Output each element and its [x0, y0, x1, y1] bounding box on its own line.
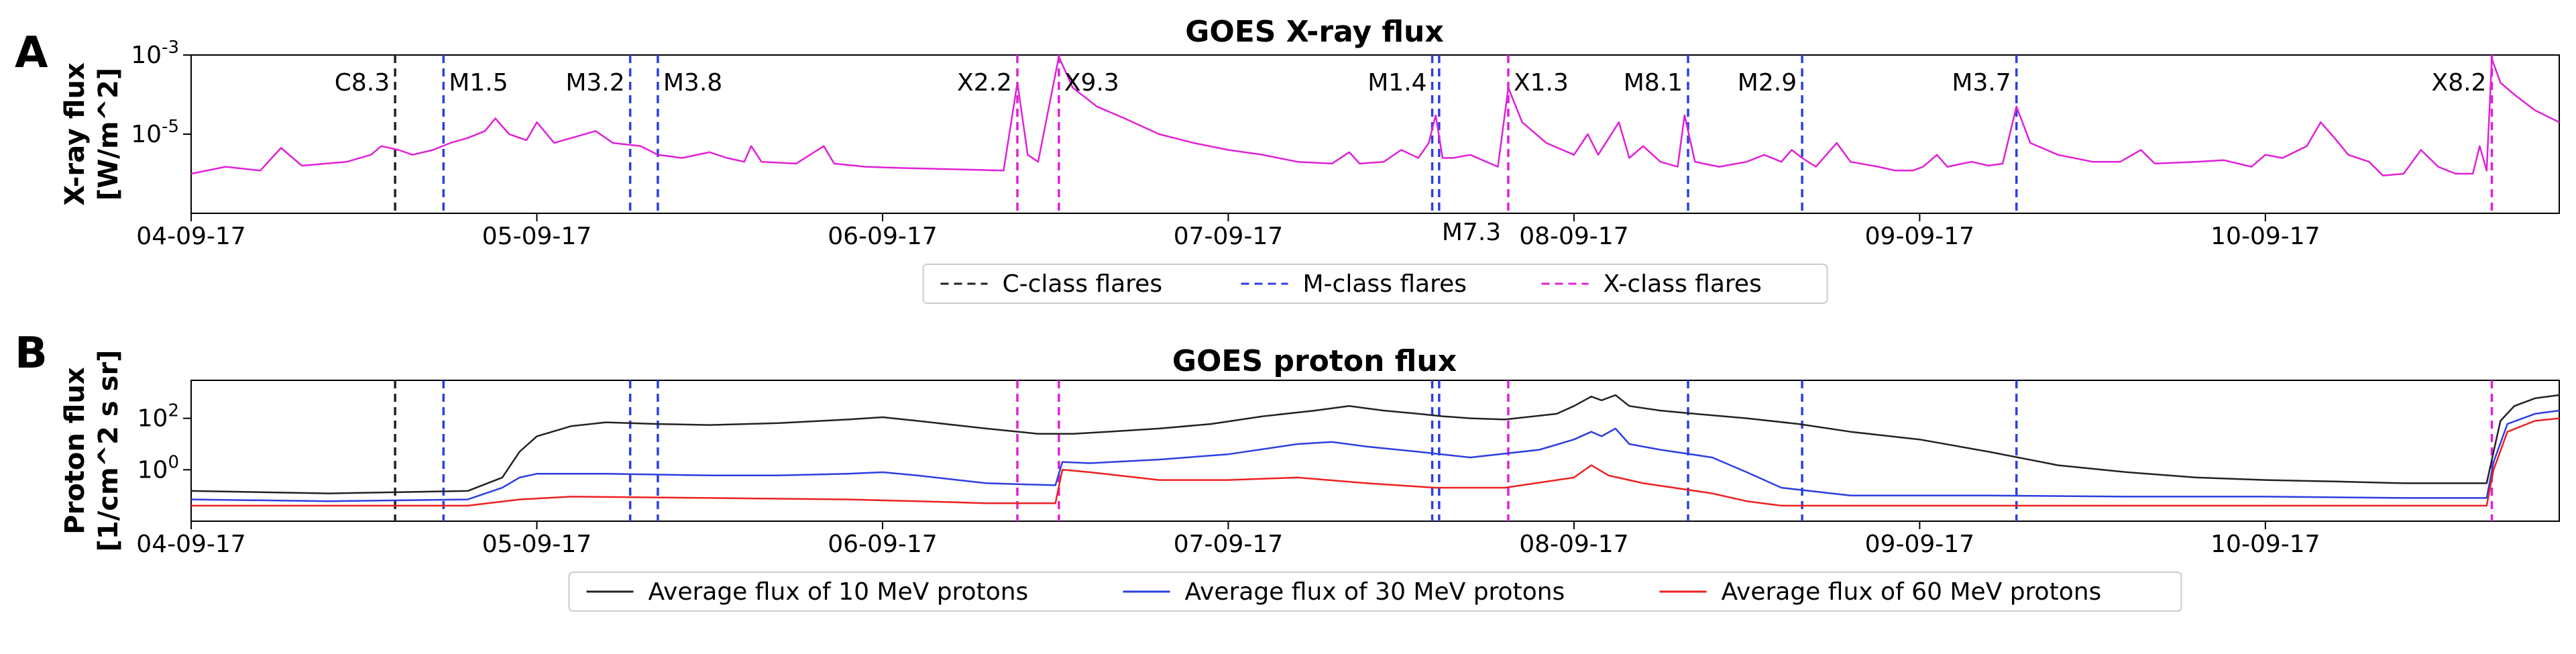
panel-a-ytick-label: 10-3	[131, 38, 179, 69]
panel-b-xtick-label: 10-09-17	[2210, 531, 2320, 558]
panel-a-ylabel-line2: [W/m^2]	[93, 68, 124, 201]
panel-a-flare-label: C8.3	[335, 69, 390, 97]
panel-b-letter: B	[15, 329, 48, 378]
panel-a-flare-label: M3.8	[663, 69, 722, 97]
panel-b-xtick-label: 07-09-17	[1174, 531, 1283, 558]
panel-b-ytick-label: 102	[137, 401, 179, 433]
panel-a-xtick-label: 09-09-17	[1865, 223, 1974, 250]
panel-b-ytick-label: 100	[137, 452, 179, 484]
panel-a-flare-label: X1.3	[1514, 69, 1569, 97]
panel-b-xtick-label: 05-09-17	[482, 531, 592, 558]
panel-b-series-line-2	[190, 409, 2560, 502]
panel-b-legend-label: Average flux of 10 MeV protons	[649, 578, 1029, 606]
panel-a-legend-label: M-class flares	[1303, 270, 1467, 298]
panel-b-ylabel-line1: Proton flux	[60, 367, 91, 535]
panel-b-plot-frame	[190, 380, 2560, 522]
panel-a-xtick-label: 05-09-17	[482, 223, 592, 250]
panel-a-xtick-label: 04-09-17	[136, 223, 245, 250]
panel-b-legend-box	[568, 571, 2182, 612]
panel-a-series-line-1	[190, 56, 2560, 176]
panel-b-xtick-label: 04-09-17	[136, 531, 245, 558]
panel-b-xtick-label: 09-09-17	[1865, 531, 1974, 558]
panel-b: B GOES proton flux Proton flux [1/cm^2 s…	[15, 329, 2560, 612]
panel-a-flare-label: M3.7	[1952, 69, 2011, 97]
panel-a-legend-box	[922, 264, 1828, 304]
panel-b-legend-label: Average flux of 30 MeV protons	[1185, 578, 1565, 606]
panel-b-legend-label: Average flux of 60 MeV protons	[1722, 578, 2102, 606]
panel-a-ylabel-line1: X-ray flux	[60, 62, 91, 206]
panel-b-flare-lines	[394, 380, 2494, 521]
panel-b-xtick-label: 06-09-17	[828, 531, 937, 558]
panel-a-axis-ticks: 04-09-17 05-09-17 06-09-17 07-09-17 08-09-17…	[131, 38, 2320, 250]
panel-a-legend-label: X-class flares	[1604, 270, 1762, 298]
panel-b-title: GOES proton flux	[1172, 344, 1457, 378]
panel-a-flare-label: M3.2	[565, 69, 624, 97]
panel-a-flare-label: M1.4	[1367, 69, 1426, 97]
panel-a-ytick-label: 10-5	[131, 117, 179, 148]
panel-b-series-line-3	[191, 417, 2560, 507]
panel-a-series	[190, 56, 2560, 176]
panel-a-flare-label: M1.5	[449, 69, 508, 97]
panel-b-xtick-label: 08-09-17	[1519, 531, 1628, 558]
panel-a-xtick-label: 06-09-17	[828, 223, 937, 250]
panel-b-series-line-1	[190, 394, 2560, 494]
panel-a-flare-label: X2.2	[957, 69, 1012, 97]
panel-a-flare-label: M8.1	[1624, 69, 1683, 97]
panel-a-flare-labels: C8.3 M1.5 M3.2 M3.8 X2.2 X9.3 M1.4 M7.3 X1.3 M8.1…	[335, 69, 2487, 246]
panel-a-legend-label: C-class flares	[1003, 270, 1163, 298]
panel-a-flare-label: X8.2	[2432, 69, 2487, 97]
panel-a: A GOES X-ray flux X-ray flux [W/m^2] 04-…	[15, 15, 2560, 304]
panel-a-title: GOES X-ray flux	[1185, 15, 1444, 49]
panel-a-letter: A	[15, 28, 48, 78]
panel-b-ylabel-line2: [1/cm^2 s sr]	[93, 350, 124, 552]
panel-a-xtick-label: 07-09-17	[1174, 223, 1283, 250]
panel-a-flare-label: X9.3	[1064, 69, 1119, 97]
panel-a-flare-label: M2.9	[1738, 69, 1797, 97]
panel-a-xtick-label: 10-09-17	[2210, 223, 2320, 250]
panel-a-flare-label: M7.3	[1442, 219, 1501, 246]
panel-b-legend: Average flux of 10 MeV protons Average fl…	[568, 571, 2182, 612]
panel-a-xtick-label: 08-09-17	[1519, 223, 1628, 250]
panel-b-series	[190, 394, 2560, 507]
panel-a-legend: C-class flares M-class flares X-class flar…	[922, 264, 1828, 304]
